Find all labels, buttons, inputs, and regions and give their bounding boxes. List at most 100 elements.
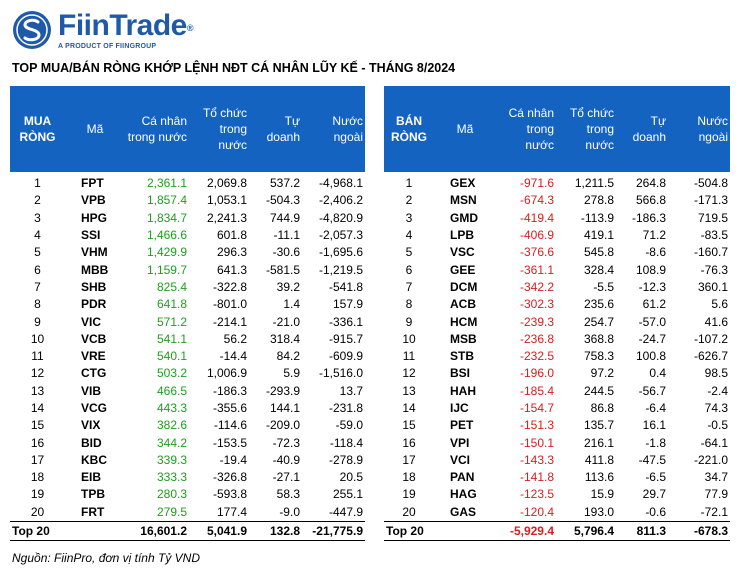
institution-value: 113.6 [584,470,614,485]
row-rank: 1 [34,176,41,191]
table-row: 15 PET -151.3 135.7 16.1 -0.5 [384,417,730,434]
proprietary-value: 39.2 [276,279,300,294]
individual-value: -196.0 [519,366,554,381]
individual-value: 541.1 [156,331,187,346]
table-row: 19 TPB 280.3 -593.8 58.3 255.1 [10,486,365,503]
proprietary-value: 144.1 [269,401,300,415]
table-row: 9 VIC 571.2 -214.1 -21.0 -336.1 [10,313,365,330]
proprietary-value: -0.6 [645,504,666,519]
stock-code: CTG [81,366,107,381]
individual-value: -236.8 [519,331,554,346]
foreign-value: -0.5 [707,418,728,433]
header-foreign: Nước ngoài [302,86,365,172]
individual-value: 1,159.7 [146,262,187,277]
foreign-value: -76.3 [700,262,728,277]
institution-value: 296.3 [216,245,247,260]
stock-code: VHM [81,245,108,260]
foreign-value: 719.5 [697,210,728,225]
individual-value: 1,466.6 [146,228,187,243]
row-rank: 18 [30,470,45,485]
stock-code: VRE [81,349,106,364]
individual-value: 503.2 [156,366,187,381]
row-rank: 19 [402,487,416,502]
foreign-value: -609.9 [328,349,363,364]
row-rank: 4 [405,228,413,243]
brand-logo: FiinTrade® A PRODUCT OF FIINGROUP [12,8,194,52]
foreign-value: -221.0 [693,452,728,467]
row-rank: 15 [402,418,416,433]
stock-code: VSC [450,245,475,260]
stock-code: SHB [81,279,107,294]
stock-code: VIX [81,418,101,433]
institution-value: 545.8 [583,245,614,260]
row-rank: 16 [402,435,416,450]
individual-value: 344.2 [156,435,187,450]
proprietary-value: 71.2 [642,228,666,243]
row-rank: 5 [405,245,413,260]
proprietary-value: 84.2 [276,349,300,364]
individual-value: -150.1 [519,435,554,450]
individual-value: -151.3 [519,418,554,433]
foreign-value: 20.5 [339,470,363,485]
table-row: 18 PAN -141.8 113.6 -6.5 34.7 [384,469,730,486]
individual-value: -239.3 [519,314,554,329]
row-rank: 1 [405,176,413,191]
row-rank: 7 [34,279,41,294]
row-rank: 14 [30,401,45,415]
header-foreign: Nước ngoài [668,86,730,172]
total-individual: 16,601.2 [125,520,189,541]
institution-value: 758.3 [583,349,614,364]
stock-code: ACB [450,297,476,312]
proprietary-value: 29.7 [642,487,666,502]
institution-value: 254.7 [583,314,614,329]
institution-value: 368.8 [583,331,614,346]
table-row: 20 GAS -120.4 193.0 -0.6 -72.1 [384,504,730,522]
foreign-value: 157.9 [332,297,363,312]
individual-value: 443.3 [156,401,187,415]
individual-value: -123.5 [519,487,554,502]
row-rank: 17 [30,452,45,467]
foreign-value: -160.7 [693,245,728,260]
row-rank: 3 [34,210,41,225]
proprietary-value: 537.2 [269,176,300,191]
total-proprietary: 132.8 [249,520,302,541]
institution-value: -186.3 [212,383,247,398]
proprietary-value: 566.8 [635,193,666,208]
table-header: BÁN RÒNG Mã Cá nhân trong nước Tổ chức t… [384,86,730,172]
foreign-value: -2.4 [707,383,728,398]
total-proprietary: 811.3 [616,520,668,541]
proprietary-value: 16.1 [642,418,666,433]
table-row: 3 GMD -419.4 -113.9 -186.3 719.5 [384,210,730,227]
individual-value: 641.8 [156,297,187,312]
total-row: Top 20 16,601.2 5,041.9 132.8 -21,775.9 [10,520,365,541]
proprietary-value: -12.3 [638,279,666,294]
individual-value: 339.3 [156,452,187,467]
foreign-value: -626.7 [693,349,728,364]
proprietary-value: 61.2 [642,297,666,312]
stock-code: BID [81,435,102,450]
net-sell-panel: BÁN RÒNG Mã Cá nhân trong nước Tổ chức t… [384,86,730,541]
institution-value: 216.1 [583,435,614,450]
individual-value: -971.6 [519,176,554,191]
table-row: 13 VIB 466.5 -186.3 -293.9 13.7 [10,383,365,400]
row-rank: 12 [30,366,45,381]
foreign-value: 74.3 [704,401,728,415]
proprietary-value: 108.9 [635,262,666,277]
individual-value: -232.5 [519,349,554,364]
foreign-value: -541.8 [328,279,363,294]
foreign-value: -336.1 [328,314,363,329]
institution-value: 1,006.9 [206,366,247,381]
stock-code: MBB [81,262,109,277]
stock-code: GEX [450,176,476,191]
net-sell-table: BÁN RÒNG Mã Cá nhân trong nước Tổ chức t… [384,86,730,541]
header-code: Mã [434,86,496,172]
foreign-value: 5.6 [711,297,728,312]
proprietary-value: 1.4 [283,297,300,312]
proprietary-value: -11.1 [273,228,300,243]
proprietary-value: 264.8 [635,176,666,191]
row-rank: 6 [405,262,413,277]
institution-value: 235.6 [583,297,614,312]
institution-value: 2,241.3 [206,210,247,225]
proprietary-value: -47.5 [638,452,666,467]
stock-code: FRT [81,504,105,519]
